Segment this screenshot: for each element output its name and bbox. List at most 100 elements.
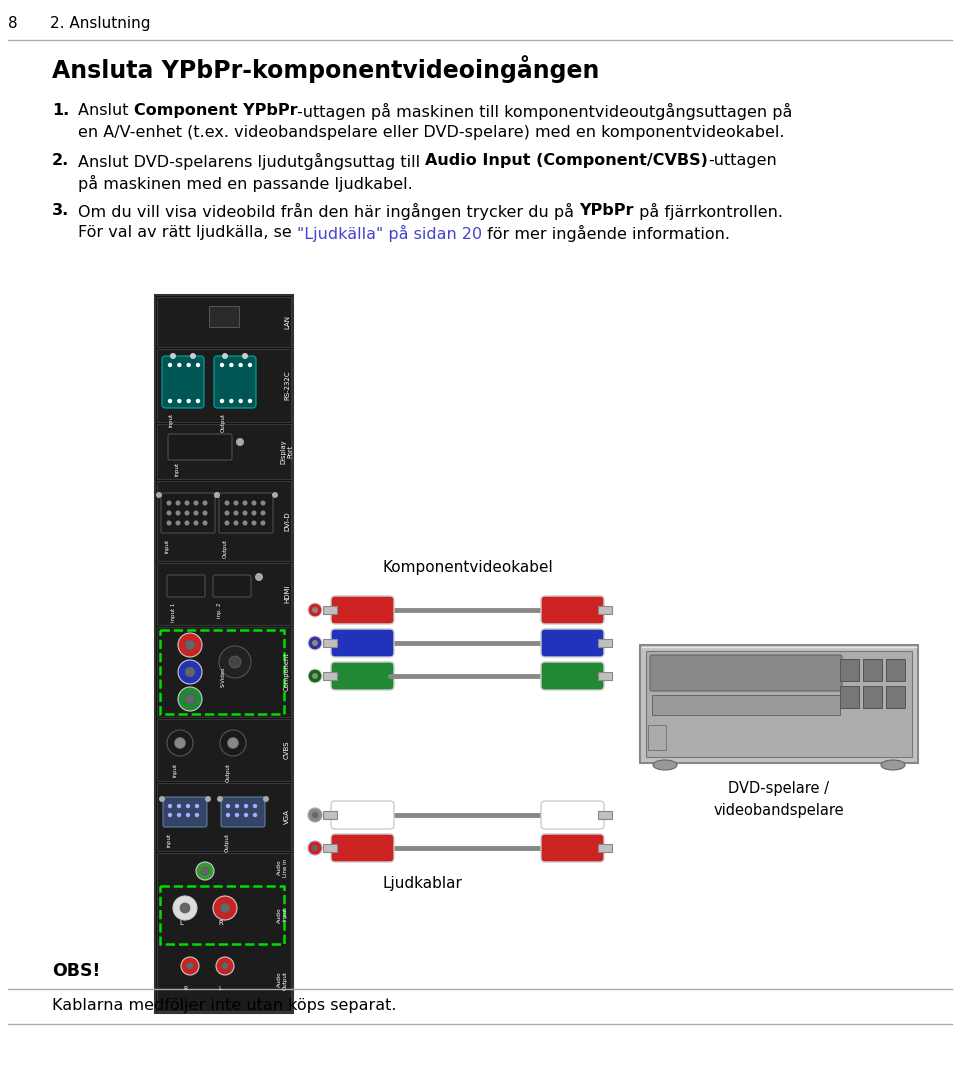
FancyBboxPatch shape — [541, 834, 604, 862]
Circle shape — [227, 813, 229, 817]
Text: L: L — [180, 919, 183, 926]
Circle shape — [243, 511, 247, 514]
FancyBboxPatch shape — [331, 834, 394, 862]
Circle shape — [175, 738, 185, 748]
Circle shape — [177, 501, 180, 505]
Bar — [598, 811, 612, 819]
Circle shape — [252, 511, 255, 514]
Circle shape — [177, 511, 180, 514]
Bar — [157, 563, 291, 625]
Circle shape — [170, 353, 176, 358]
Bar — [886, 658, 905, 681]
Circle shape — [185, 667, 195, 677]
Circle shape — [186, 805, 189, 808]
Text: Audio
Line in: Audio Line in — [277, 859, 288, 877]
Circle shape — [178, 805, 180, 808]
Bar — [652, 695, 840, 715]
Circle shape — [226, 501, 228, 505]
Circle shape — [178, 364, 180, 366]
Text: Output: Output — [226, 764, 230, 782]
Circle shape — [156, 492, 162, 498]
Circle shape — [261, 501, 265, 505]
Text: 2. Anslutning: 2. Anslutning — [50, 16, 151, 31]
Circle shape — [178, 660, 202, 684]
FancyBboxPatch shape — [650, 655, 842, 691]
Text: VGA: VGA — [284, 810, 290, 824]
FancyBboxPatch shape — [640, 645, 918, 764]
Text: OBS!: OBS! — [52, 962, 100, 980]
Circle shape — [229, 656, 241, 668]
Text: på maskinen med en passande ljudkabel.: på maskinen med en passande ljudkabel. — [78, 175, 413, 192]
Circle shape — [180, 903, 190, 913]
Bar — [840, 686, 859, 708]
Circle shape — [222, 963, 228, 969]
Circle shape — [217, 796, 223, 803]
Text: HDMI: HDMI — [284, 585, 290, 603]
Circle shape — [167, 730, 193, 756]
Text: för mer ingående information.: för mer ingående information. — [482, 225, 730, 242]
Bar — [160, 630, 284, 714]
Text: input: input — [167, 833, 172, 847]
Circle shape — [234, 501, 238, 505]
Bar — [648, 725, 666, 751]
Circle shape — [220, 903, 230, 913]
FancyBboxPatch shape — [541, 801, 604, 828]
Circle shape — [204, 521, 206, 525]
FancyBboxPatch shape — [162, 356, 204, 408]
Text: input: input — [175, 462, 180, 477]
FancyBboxPatch shape — [214, 356, 256, 408]
Text: input: input — [165, 539, 170, 553]
Circle shape — [205, 796, 211, 803]
Circle shape — [253, 813, 256, 817]
FancyBboxPatch shape — [331, 662, 394, 690]
Text: Output: Output — [223, 539, 228, 558]
Circle shape — [228, 738, 238, 748]
Text: DVD-spelare /
videobandspelare: DVD-spelare / videobandspelare — [713, 781, 844, 818]
FancyBboxPatch shape — [167, 575, 205, 597]
Circle shape — [169, 813, 172, 817]
Circle shape — [187, 400, 190, 403]
Bar — [886, 686, 905, 708]
Text: input: input — [173, 764, 178, 778]
Bar — [157, 425, 291, 479]
Circle shape — [185, 511, 189, 514]
Bar — [598, 671, 612, 680]
Bar — [155, 295, 293, 1013]
Bar — [160, 886, 284, 944]
Text: Output: Output — [221, 413, 226, 432]
Text: input: input — [169, 413, 174, 427]
Bar — [157, 783, 291, 851]
Circle shape — [201, 867, 209, 875]
Circle shape — [178, 813, 180, 817]
Circle shape — [261, 521, 265, 525]
Circle shape — [312, 845, 318, 851]
Circle shape — [226, 521, 228, 525]
Circle shape — [167, 501, 171, 505]
Circle shape — [186, 963, 194, 969]
Bar — [157, 719, 291, 781]
Ellipse shape — [653, 760, 677, 770]
Circle shape — [229, 400, 233, 403]
Circle shape — [185, 694, 195, 704]
Circle shape — [229, 364, 233, 366]
Circle shape — [194, 501, 198, 505]
Circle shape — [235, 805, 238, 808]
FancyBboxPatch shape — [541, 629, 604, 657]
Circle shape — [255, 573, 263, 580]
Bar — [323, 671, 337, 680]
Circle shape — [173, 896, 197, 919]
Bar — [863, 658, 882, 681]
Bar — [209, 306, 239, 327]
Text: Ljudkablar: Ljudkablar — [382, 876, 462, 891]
Bar — [323, 844, 337, 852]
Text: CVBS: CVBS — [284, 741, 290, 759]
Text: en A/V-enhet (t.ex. videobandspelare eller DVD-spelare) med en komponentvideokab: en A/V-enhet (t.ex. videobandspelare ell… — [78, 125, 784, 140]
Text: Komponentvideokabel: Komponentvideokabel — [382, 560, 553, 575]
Circle shape — [197, 364, 200, 366]
Text: Ansluta YPbPr-komponentvideoingången: Ansluta YPbPr-komponentvideoingången — [52, 55, 599, 83]
Bar — [157, 627, 291, 717]
Circle shape — [261, 511, 265, 514]
FancyBboxPatch shape — [213, 575, 251, 597]
Circle shape — [196, 813, 199, 817]
FancyBboxPatch shape — [163, 797, 207, 827]
